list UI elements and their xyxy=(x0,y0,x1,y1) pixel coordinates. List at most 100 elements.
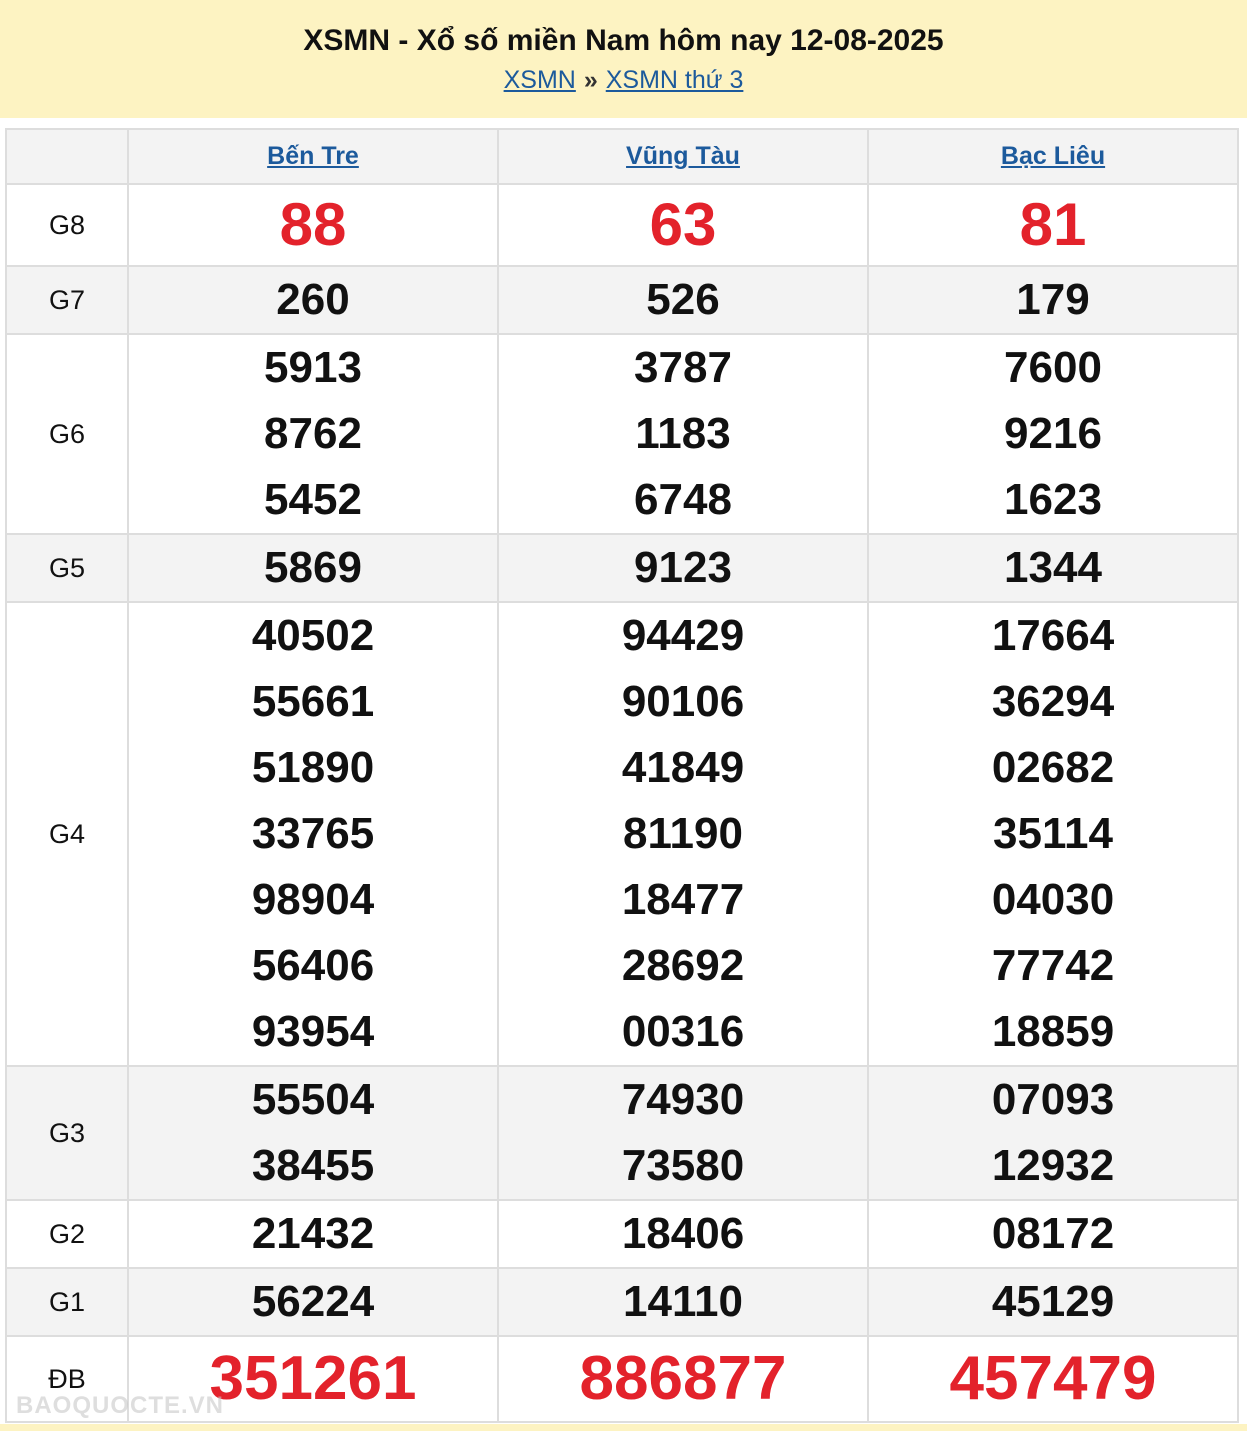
province-link-vung-tau[interactable]: Vũng Tàu xyxy=(626,142,740,170)
page-header: XSMN - Xổ số miền Nam hôm nay 12-08-2025… xyxy=(0,0,1247,118)
prize-number: 88 xyxy=(279,191,347,258)
prize-number: 51890 xyxy=(251,743,375,792)
prize-row: G6 5913 8762 5452 3787 1183 6748 7600 9216 1623 xyxy=(5,333,1239,535)
prize-number: 9123 xyxy=(634,543,732,592)
prize-cell: 07093 12932 xyxy=(867,1065,1239,1201)
province-link-bac-lieu[interactable]: Bạc Liêu xyxy=(1000,142,1106,170)
prize-number: 886877 xyxy=(579,1344,787,1413)
prize-number: 260 xyxy=(276,275,350,324)
prize-number: 36294 xyxy=(991,677,1115,726)
prize-number: 33765 xyxy=(251,809,375,858)
prize-number: 02682 xyxy=(991,743,1115,792)
prize-cell: 55504 38455 xyxy=(127,1065,499,1201)
prize-number: 18477 xyxy=(621,875,745,924)
province-link-ben-tre[interactable]: Bến Tre xyxy=(267,142,359,170)
prize-number: 98904 xyxy=(251,875,375,924)
prize-cell: 1344 xyxy=(867,533,1239,603)
prize-cell: 14110 xyxy=(497,1267,869,1337)
prize-number: 5869 xyxy=(264,543,362,592)
prize-row: G4 40502 55661 51890 33765 98904 56406 93954 944… xyxy=(5,601,1239,1067)
prize-cell: 81 xyxy=(867,183,1239,267)
prize-number: 5913 xyxy=(264,343,362,392)
prize-number: 93954 xyxy=(251,1007,375,1056)
prize-cell: 526 xyxy=(497,265,869,335)
breadcrumb-separator: » xyxy=(583,66,598,94)
prize-number: 14110 xyxy=(623,1277,743,1326)
prize-number: 1344 xyxy=(1004,543,1102,592)
prize-number: 74930 xyxy=(621,1075,745,1124)
prize-number: 179 xyxy=(1016,275,1090,324)
prize-number: 56224 xyxy=(251,1277,375,1326)
breadcrumb: XSMN» XSMN thứ 3 xyxy=(0,66,1247,95)
prize-row: ĐB 351261 886877 457479 xyxy=(5,1335,1239,1423)
page-title: XSMN - Xổ số miền Nam hôm nay 12-08-2025 xyxy=(303,24,944,57)
prize-label: G8 xyxy=(5,183,129,267)
province-header: Bạc Liêu xyxy=(867,128,1239,185)
prize-number: 457479 xyxy=(949,1344,1157,1413)
prize-cell: 9123 xyxy=(497,533,869,603)
prize-number: 18406 xyxy=(621,1209,745,1258)
prize-number: 00316 xyxy=(621,1007,745,1056)
prize-number: 9216 xyxy=(1004,409,1102,458)
prize-number: 1183 xyxy=(635,409,731,458)
prize-cell: 63 xyxy=(497,183,869,267)
prize-cell: 351261 xyxy=(127,1335,499,1423)
prize-label: G2 xyxy=(5,1199,129,1269)
prize-number: 08172 xyxy=(991,1209,1115,1258)
prize-number: 18859 xyxy=(991,1007,1115,1056)
prize-label: G3 xyxy=(5,1065,129,1201)
prize-number: 90106 xyxy=(621,677,745,726)
prize-number: 81 xyxy=(1019,191,1087,258)
prize-number: 526 xyxy=(646,275,720,324)
prize-number: 04030 xyxy=(991,875,1115,924)
prize-label: G4 xyxy=(5,601,129,1067)
prize-number: 17664 xyxy=(991,611,1115,660)
prize-cell: 3787 1183 6748 xyxy=(497,333,869,535)
prize-cell: 08172 xyxy=(867,1199,1239,1269)
prize-cell: 17664 36294 02682 35114 04030 77742 18859 xyxy=(867,601,1239,1067)
prize-row: G3 55504 38455 74930 73580 07093 12932 xyxy=(5,1065,1239,1201)
prize-label: G7 xyxy=(5,265,129,335)
prize-number: 56406 xyxy=(251,941,375,990)
prize-cell: 457479 xyxy=(867,1335,1239,1423)
prize-number: 94429 xyxy=(621,611,745,660)
breadcrumb-xsmn-link[interactable]: XSMN xyxy=(503,66,576,94)
prize-number: 73580 xyxy=(621,1141,745,1190)
prize-number: 63 xyxy=(649,191,717,258)
prize-label: G5 xyxy=(5,533,129,603)
prize-number: 21432 xyxy=(251,1209,375,1258)
prize-number: 55661 xyxy=(251,677,375,726)
prize-label: G1 xyxy=(5,1267,129,1337)
prize-number: 1623 xyxy=(1004,475,1102,524)
prize-number: 5452 xyxy=(264,475,362,524)
prize-number: 55504 xyxy=(251,1075,375,1124)
prize-number: 77742 xyxy=(991,941,1115,990)
prize-number: 7600 xyxy=(1004,343,1102,392)
prize-number: 28692 xyxy=(621,941,745,990)
prize-number: 351261 xyxy=(209,1344,417,1413)
prize-number: 81190 xyxy=(623,809,743,858)
prize-cell: 886877 xyxy=(497,1335,869,1423)
prize-cell: 40502 55661 51890 33765 98904 56406 93954 xyxy=(127,601,499,1067)
prize-cell: 94429 90106 41849 81190 18477 28692 00316 xyxy=(497,601,869,1067)
prize-cell: 7600 9216 1623 xyxy=(867,333,1239,535)
prize-cell: 5913 8762 5452 xyxy=(127,333,499,535)
prize-number: 45129 xyxy=(991,1277,1115,1326)
prize-number: 12932 xyxy=(991,1141,1115,1190)
corner-cell xyxy=(5,128,129,185)
prize-number: 41849 xyxy=(621,743,745,792)
prize-number: 35114 xyxy=(993,809,1113,858)
results-table: Bến Tre Vũng Tàu Bạc Liêu G8 88 63 81 G7 260 5… xyxy=(5,128,1239,1423)
province-header: Vũng Tàu xyxy=(497,128,869,185)
prize-cell: 5869 xyxy=(127,533,499,603)
prize-cell: 74930 73580 xyxy=(497,1065,869,1201)
footer-strip xyxy=(0,1424,1247,1431)
province-header: Bến Tre xyxy=(127,128,499,185)
prize-cell: 179 xyxy=(867,265,1239,335)
breadcrumb-xsmn-thu3-link[interactable]: XSMN thứ 3 xyxy=(605,66,744,94)
prize-number: 8762 xyxy=(264,409,362,458)
prize-number: 3787 xyxy=(634,343,732,392)
prize-row: G1 56224 14110 45129 xyxy=(5,1267,1239,1337)
prize-number: 40502 xyxy=(251,611,375,660)
prize-cell: 21432 xyxy=(127,1199,499,1269)
